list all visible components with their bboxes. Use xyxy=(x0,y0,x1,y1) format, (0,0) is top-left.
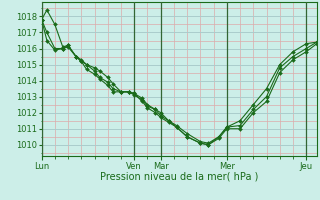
X-axis label: Pression niveau de la mer( hPa ): Pression niveau de la mer( hPa ) xyxy=(100,172,258,182)
